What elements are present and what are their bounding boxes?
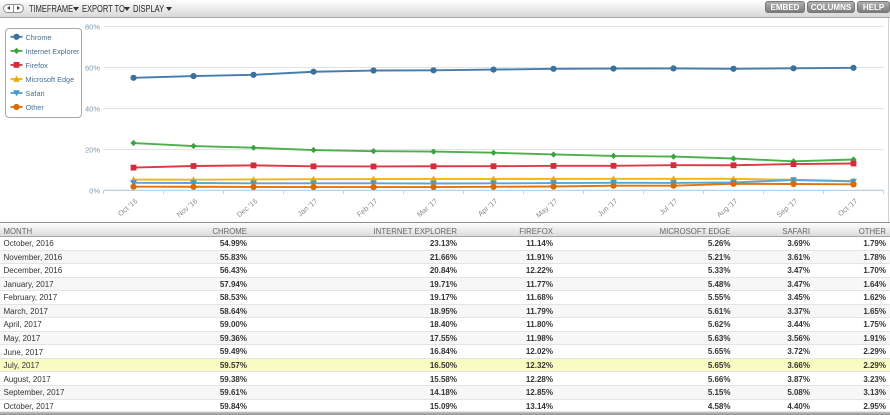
svg-text:Oct '16: Oct '16 [116,197,139,219]
svg-text:40%: 40% [85,105,100,114]
svg-text:Feb '17: Feb '17 [355,197,379,219]
svg-text:May '17: May '17 [534,197,559,220]
svg-text:Jun '17: Jun '17 [596,197,620,219]
svg-text:Jan '17: Jan '17 [296,197,320,219]
svg-text:Jul '17: Jul '17 [658,197,680,217]
svg-text:Other: Other [26,103,45,112]
svg-text:Internet Explorer: Internet Explorer [26,47,81,56]
svg-text:Safari: Safari [26,89,45,98]
svg-text:80%: 80% [85,23,100,32]
svg-text:Oct '17: Oct '17 [836,197,859,219]
svg-text:Sep '17: Sep '17 [775,197,800,220]
svg-text:Chrome: Chrome [26,33,52,42]
svg-text:Microsoft Edge: Microsoft Edge [26,75,75,84]
svg-text:Firefox: Firefox [26,61,49,70]
svg-text:Nov '16: Nov '16 [175,197,200,220]
svg-text:Mar '17: Mar '17 [415,197,439,219]
svg-text:0%: 0% [89,187,100,196]
svg-text:Apr '17: Apr '17 [476,197,499,219]
svg-text:Dec '16: Dec '16 [235,197,260,220]
svg-text:60%: 60% [85,64,100,73]
svg-text:Aug '17: Aug '17 [715,197,740,220]
svg-text:20%: 20% [85,146,100,155]
